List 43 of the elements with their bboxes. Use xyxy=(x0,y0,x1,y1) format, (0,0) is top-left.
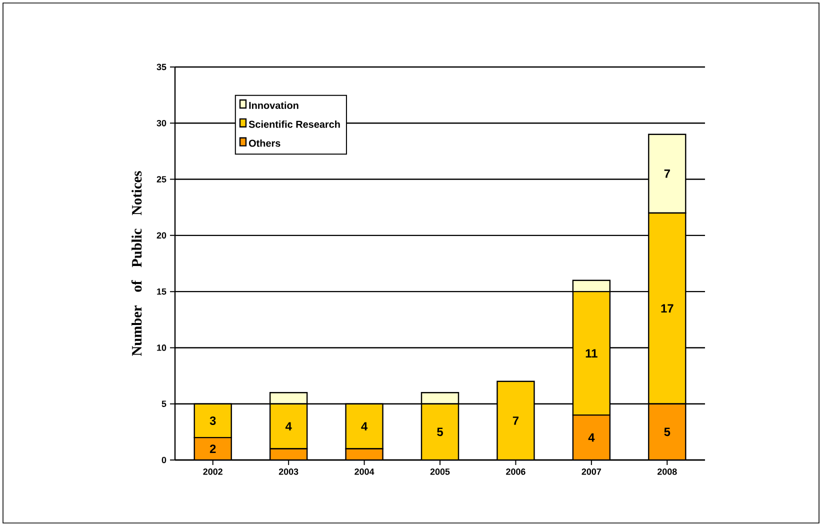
data-label: 2 xyxy=(210,444,216,453)
bar xyxy=(572,414,611,460)
y-tick-label: 0 xyxy=(162,456,166,464)
y-tick-label: 20 xyxy=(156,232,166,239)
legend-label: Innovation xyxy=(249,102,298,109)
legend-label: Scientific Research xyxy=(248,120,340,128)
data-label: 4 xyxy=(285,422,292,430)
bar xyxy=(496,380,535,460)
data-label: 7 xyxy=(512,416,519,425)
bar xyxy=(420,392,460,404)
x-tick-label: 2008 xyxy=(657,468,677,475)
bar xyxy=(648,403,686,460)
data-label: 4 xyxy=(588,433,595,442)
y-tick-label: 25 xyxy=(156,176,166,182)
y-tick-label: 10 xyxy=(157,344,166,351)
bar xyxy=(572,290,611,416)
data-label: 4 xyxy=(361,422,368,430)
bar xyxy=(648,212,686,404)
bar xyxy=(269,403,308,450)
data-label: 11 xyxy=(586,349,598,358)
data-label: 5 xyxy=(664,428,670,436)
y-tick-label: 35 xyxy=(156,64,166,70)
y-axis-title: Number of Public Notices xyxy=(131,171,142,356)
x-tick-label: 2005 xyxy=(430,468,450,475)
y-tick-label: 15 xyxy=(157,288,166,295)
bar xyxy=(345,403,384,450)
data-label: 7 xyxy=(664,170,670,178)
x-tick-label: 2006 xyxy=(506,468,526,475)
data-label: 5 xyxy=(437,428,443,436)
x-tick-label: 2007 xyxy=(582,468,602,475)
data-label: 3 xyxy=(210,416,216,425)
y-tick-label: 5 xyxy=(162,400,166,407)
bar xyxy=(269,392,308,404)
bar xyxy=(194,403,232,438)
bar xyxy=(420,403,460,460)
data-label: 17 xyxy=(661,304,674,313)
y-tick-label: 30 xyxy=(156,120,166,126)
bar xyxy=(194,436,232,460)
x-tick-label: 2004 xyxy=(354,468,374,475)
x-tick-label: 2003 xyxy=(278,468,298,475)
legend-label: Others xyxy=(248,139,280,147)
x-tick-label: 2002 xyxy=(203,468,222,475)
bar xyxy=(572,280,611,292)
